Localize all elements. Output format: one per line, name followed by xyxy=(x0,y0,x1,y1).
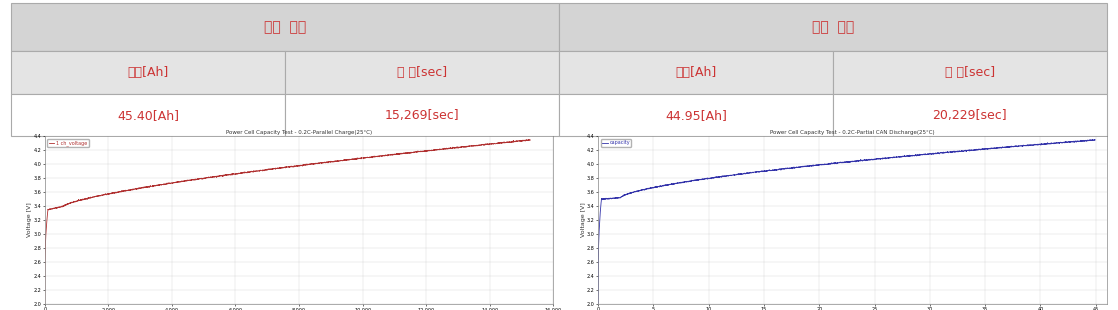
Text: 44.95[Ah]: 44.95[Ah] xyxy=(665,108,727,122)
capacity xyxy=(1025,143,1039,147)
Bar xyxy=(11,51,285,94)
Legend: 1 ch_voltage: 1 ch_voltage xyxy=(47,139,88,148)
capacity xyxy=(1089,138,1102,142)
1 ch_voltage xyxy=(94,194,107,197)
Bar xyxy=(559,51,833,94)
capacity xyxy=(591,301,605,305)
capacity xyxy=(1088,138,1101,141)
Text: 시 간[sec]: 시 간[sec] xyxy=(945,66,995,79)
capacity xyxy=(678,180,691,184)
1 ch_voltage xyxy=(245,170,258,174)
Line: 1 ch_voltage: 1 ch_voltage xyxy=(45,140,530,304)
1 ch_voltage xyxy=(522,138,536,141)
1 ch_voltage xyxy=(523,138,537,142)
Text: 방전  용량: 방전 용량 xyxy=(812,20,854,34)
Text: 20,229[sec]: 20,229[sec] xyxy=(932,108,1007,122)
Bar xyxy=(285,94,559,136)
capacity xyxy=(648,186,662,189)
1 ch_voltage xyxy=(122,189,135,193)
Title: Power Cell Capacity Test - 0.2C-Partial CAN Discharge(25°C): Power Cell Capacity Test - 0.2C-Partial … xyxy=(770,130,935,135)
Title: Power Cell Capacity Test - 0.2C-Parallel Charge(25°C): Power Cell Capacity Test - 0.2C-Parallel… xyxy=(226,130,372,135)
Bar xyxy=(559,3,1107,51)
Legend: capacity: capacity xyxy=(600,139,632,147)
Bar xyxy=(285,51,559,94)
1 ch_voltage xyxy=(38,302,51,306)
1 ch_voltage xyxy=(462,144,475,148)
Text: 용량[Ah]: 용량[Ah] xyxy=(675,66,717,79)
Text: 용량[Ah]: 용량[Ah] xyxy=(127,66,169,79)
Bar xyxy=(833,94,1107,136)
Text: 시 간[sec]: 시 간[sec] xyxy=(397,66,447,79)
Text: 15,269[sec]: 15,269[sec] xyxy=(385,108,459,122)
capacity xyxy=(781,166,795,170)
Bar xyxy=(11,94,285,136)
Text: 충전  용량: 충전 용량 xyxy=(264,20,306,34)
1 ch_voltage xyxy=(225,173,238,177)
capacity xyxy=(804,164,817,167)
capacity xyxy=(1079,139,1092,142)
Y-axis label: Voltage [V]: Voltage [V] xyxy=(580,203,586,237)
Line: capacity: capacity xyxy=(598,140,1096,303)
Text: 45.40[Ah]: 45.40[Ah] xyxy=(117,108,179,122)
Y-axis label: Voltage [V]: Voltage [V] xyxy=(27,203,32,237)
Bar xyxy=(559,94,833,136)
Bar xyxy=(11,3,559,51)
Bar xyxy=(833,51,1107,94)
1 ch_voltage xyxy=(514,139,528,143)
